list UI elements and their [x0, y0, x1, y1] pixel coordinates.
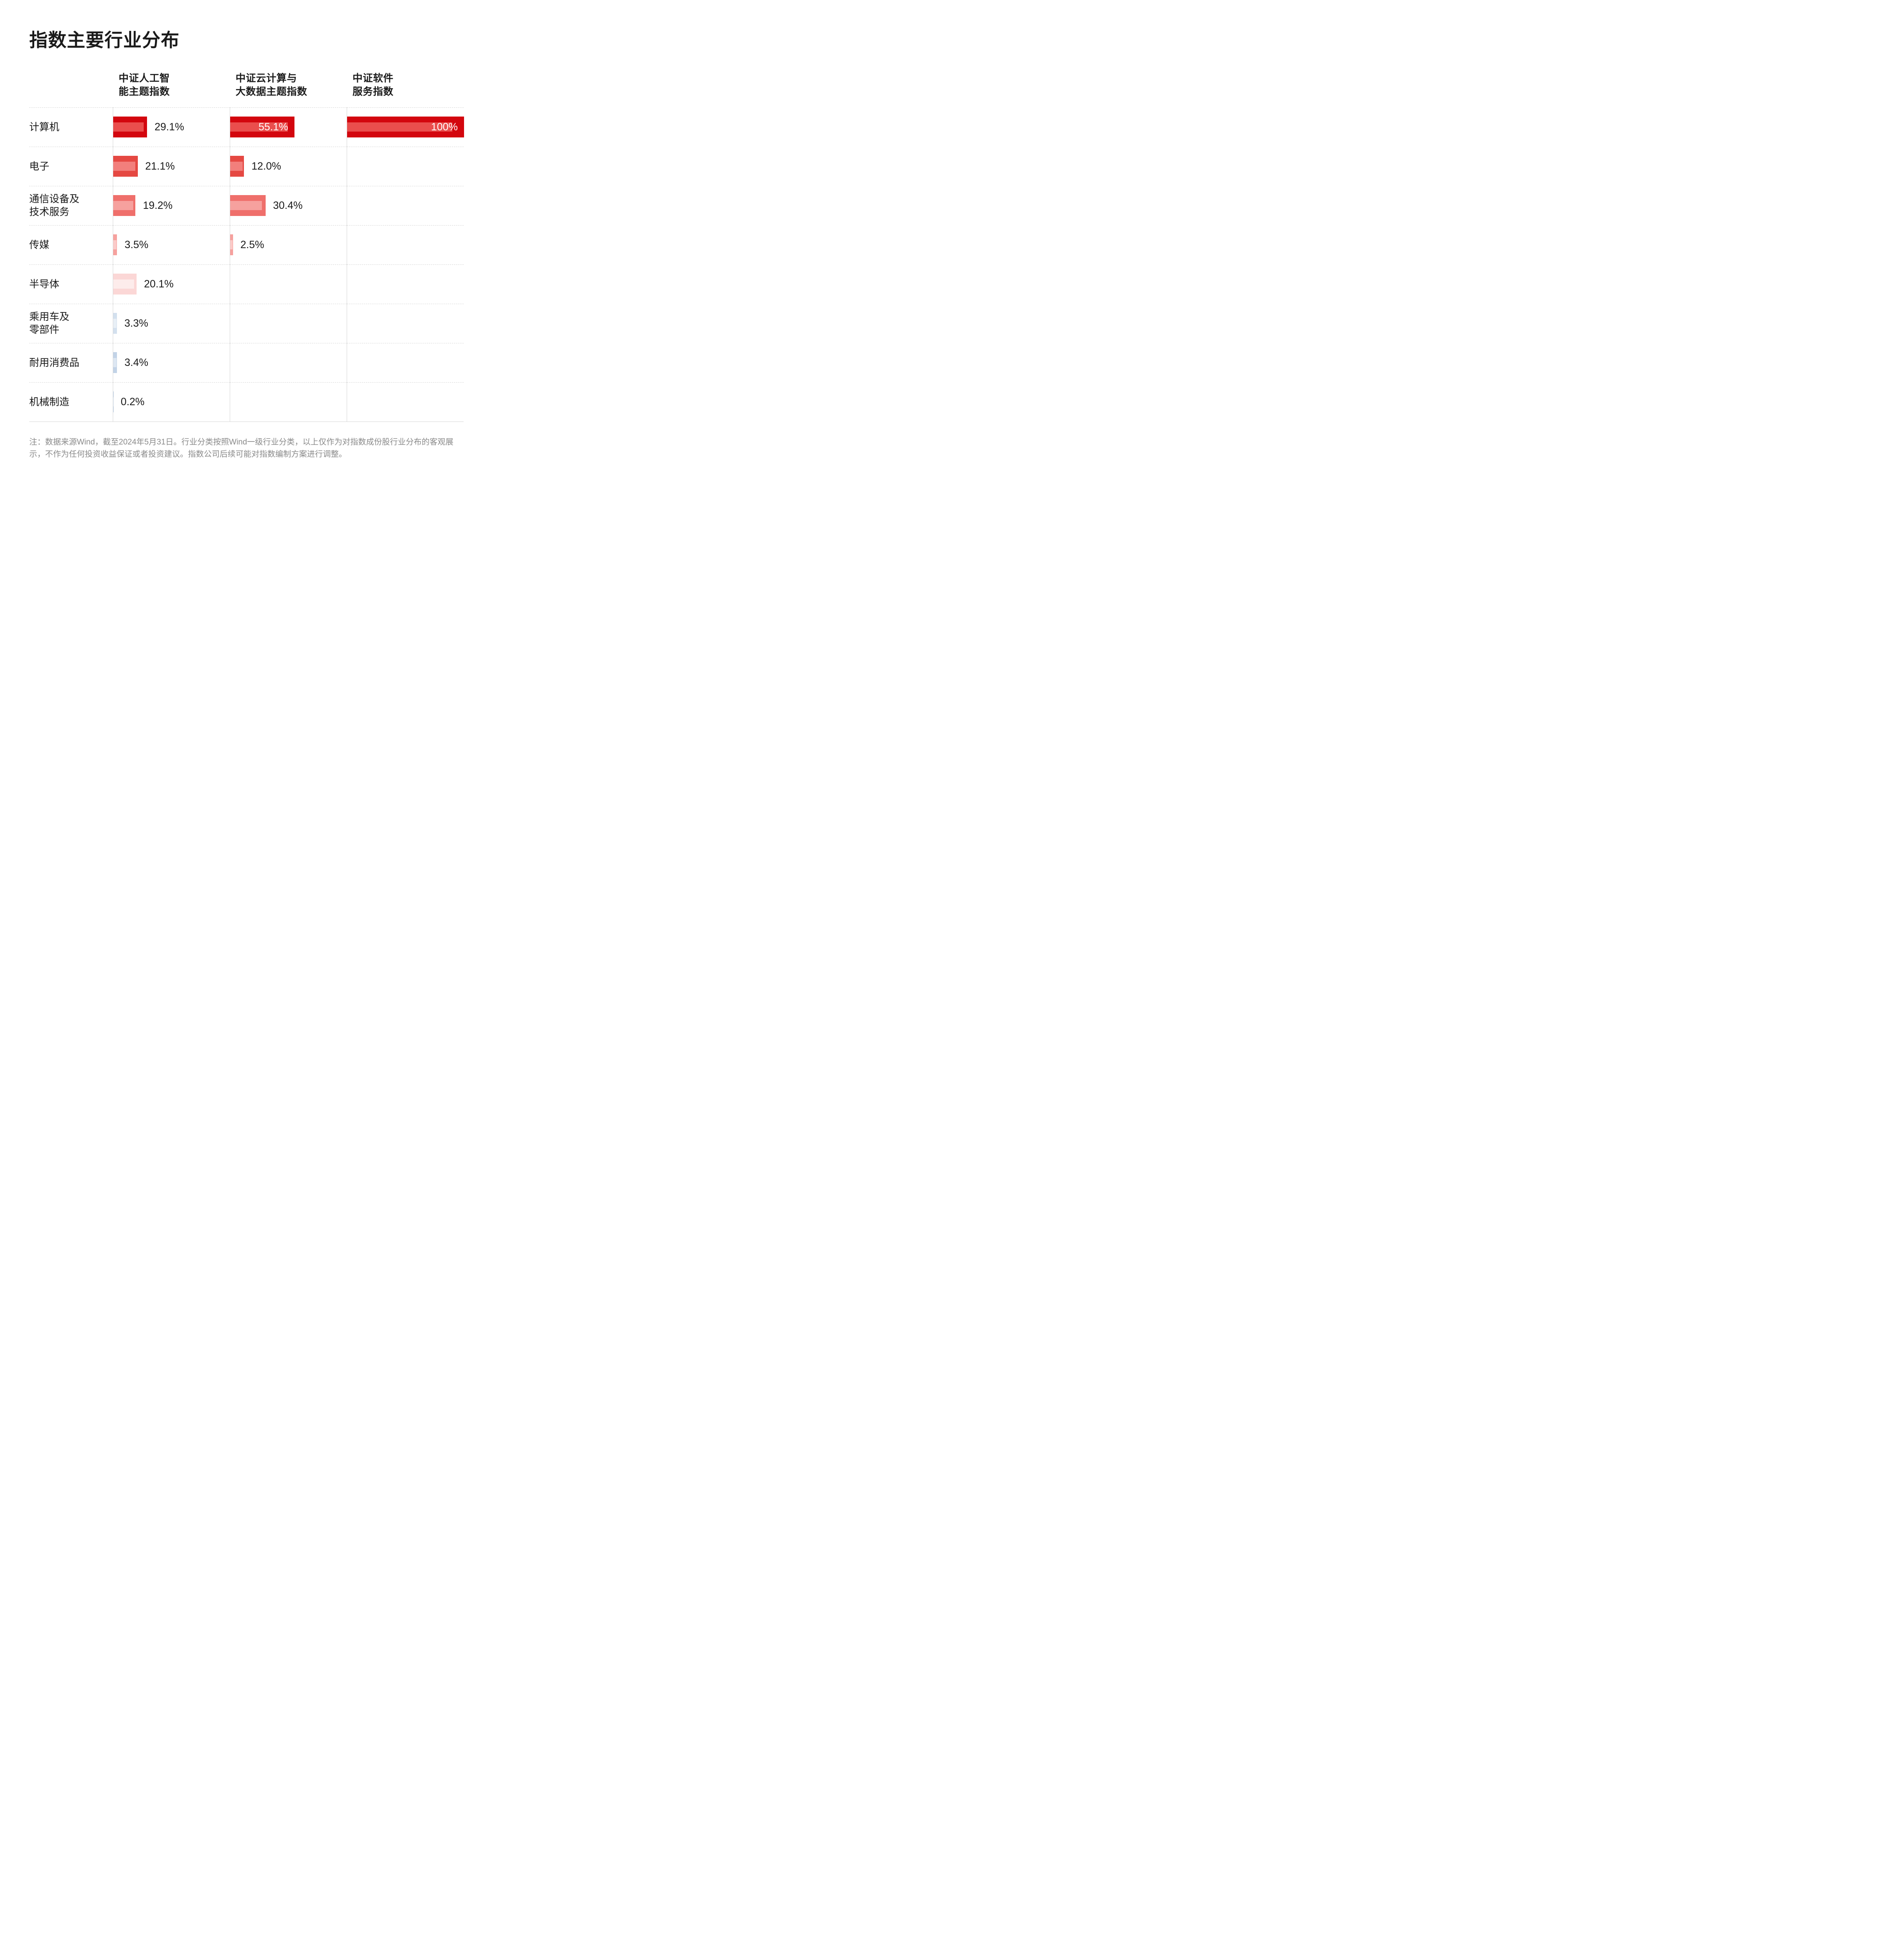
- bar-cell: [230, 264, 347, 304]
- bar-cell: [230, 382, 347, 421]
- page-title: 指数主要行业分布: [29, 25, 464, 52]
- bar-front: [113, 397, 114, 406]
- row-label: 通信设备及技术服务: [29, 186, 113, 225]
- table-row: 耐用消费品 3.4%: [29, 343, 464, 382]
- bar-front: [113, 240, 117, 249]
- row-label: 传媒: [29, 225, 113, 264]
- bar-cell: 3.4%: [113, 343, 230, 382]
- bar-front: [230, 240, 233, 249]
- bar-front: [230, 162, 243, 171]
- column-header: 中证软件服务指数: [347, 72, 464, 107]
- bar-value-label: 20.1%: [144, 272, 174, 296]
- bar-cell: 3.3%: [113, 304, 230, 343]
- bar-value-label: 29.1%: [155, 115, 184, 139]
- table-row: 电子 21.1% 12.0%: [29, 147, 464, 186]
- bar-cell: 19.2%: [113, 186, 230, 225]
- bar-value-label: 55.1%: [259, 115, 288, 139]
- table-row: 通信设备及技术服务 19.2% 30.4%: [29, 186, 464, 225]
- bar-cell: [347, 225, 464, 264]
- bar-value-label: 3.3%: [124, 311, 148, 335]
- bar-cell: [347, 343, 464, 382]
- bar-value-label: 100%: [431, 115, 458, 139]
- industry-distribution-chart: 中证人工智能主题指数中证云计算与大数据主题指数中证软件服务指数 计算机 29.1%…: [29, 72, 464, 422]
- bar-cell: 20.1%: [113, 264, 230, 304]
- bar-value-label: 3.4%: [124, 350, 148, 375]
- table-row: 机械制造 0.2%: [29, 382, 464, 421]
- row-label: 电子: [29, 147, 113, 186]
- bar-cell: 12.0%: [230, 147, 347, 186]
- bar-front: [113, 319, 117, 328]
- bar-value-label: 0.2%: [121, 390, 145, 414]
- bar-cell: [230, 304, 347, 343]
- bar-value-label: 3.5%: [124, 233, 148, 257]
- row-label: 机械制造: [29, 382, 113, 421]
- bar-front: [113, 122, 144, 132]
- column-header: 中证云计算与大数据主题指数: [230, 72, 347, 107]
- bar-cell: [347, 264, 464, 304]
- table-row: 半导体 20.1%: [29, 264, 464, 304]
- table-row: 乘用车及零部件 3.3%: [29, 304, 464, 343]
- bar-front: [113, 358, 117, 367]
- bar-front: [113, 201, 133, 210]
- bar-cell: 100%: [347, 107, 464, 147]
- bar-cell: 0.2%: [113, 382, 230, 421]
- bar-value-label: 2.5%: [241, 233, 264, 257]
- bar-cell: 30.4%: [230, 186, 347, 225]
- table-row: 计算机 29.1% 55.1% 100%: [29, 107, 464, 147]
- bar-cell: [347, 304, 464, 343]
- row-label: 耐用消费品: [29, 343, 113, 382]
- column-header: 中证人工智能主题指数: [113, 72, 230, 107]
- bar-value-label: 21.1%: [145, 154, 175, 178]
- bar-cell: 21.1%: [113, 147, 230, 186]
- bar-cell: [230, 343, 347, 382]
- table-row: 传媒 3.5% 2.5%: [29, 225, 464, 264]
- bar-cell: 55.1%: [230, 107, 347, 147]
- bar-cell: [347, 382, 464, 421]
- bar-front: [230, 201, 262, 210]
- bar-cell: 29.1%: [113, 107, 230, 147]
- footnote: 注：数据来源Wind，截至2024年5月31日。行业分类按照Wind一级行业分类…: [29, 436, 464, 461]
- row-label: 计算机: [29, 107, 113, 147]
- row-label: 乘用车及零部件: [29, 304, 113, 343]
- bar-cell: [347, 186, 464, 225]
- bar-front: [113, 279, 134, 289]
- bar-value-label: 19.2%: [143, 193, 173, 218]
- bar-front: [113, 162, 135, 171]
- bar-value-label: 12.0%: [251, 154, 281, 178]
- bar-cell: [347, 147, 464, 186]
- bar-cell: 3.5%: [113, 225, 230, 264]
- bar-cell: 2.5%: [230, 225, 347, 264]
- row-label: 半导体: [29, 264, 113, 304]
- bar-value-label: 30.4%: [273, 193, 303, 218]
